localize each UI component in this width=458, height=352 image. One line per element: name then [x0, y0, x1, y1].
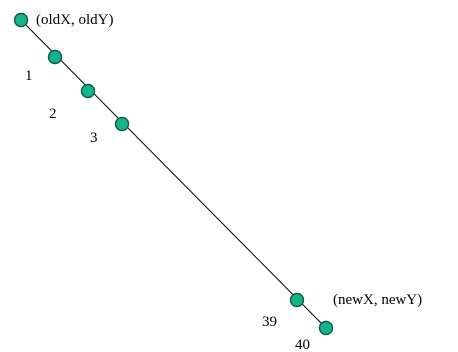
node-label: 2: [49, 106, 57, 122]
node-circle: [318, 320, 334, 336]
node-39: 39: [262, 292, 305, 330]
node-label: (oldX, oldY): [36, 12, 114, 28]
node-circle: [13, 12, 29, 28]
node-circle: [114, 116, 130, 132]
node-label: 39: [262, 314, 277, 330]
node-3: 3: [90, 116, 130, 146]
node-circle: [80, 83, 96, 99]
node-label: 1: [25, 68, 33, 84]
node-circle: [289, 292, 305, 308]
node-end: (newX, newY): [333, 292, 422, 308]
path-line: [20, 19, 327, 329]
node-label: 3: [90, 130, 98, 146]
node-start: (oldX, oldY): [13, 12, 114, 28]
node-1: 1: [25, 49, 63, 84]
node-label: (newX, newY): [333, 292, 422, 308]
node-circle: [47, 49, 63, 65]
node-2: 2: [49, 83, 96, 122]
node-40: 40: [295, 320, 334, 352]
node-label: 40: [295, 337, 310, 352]
